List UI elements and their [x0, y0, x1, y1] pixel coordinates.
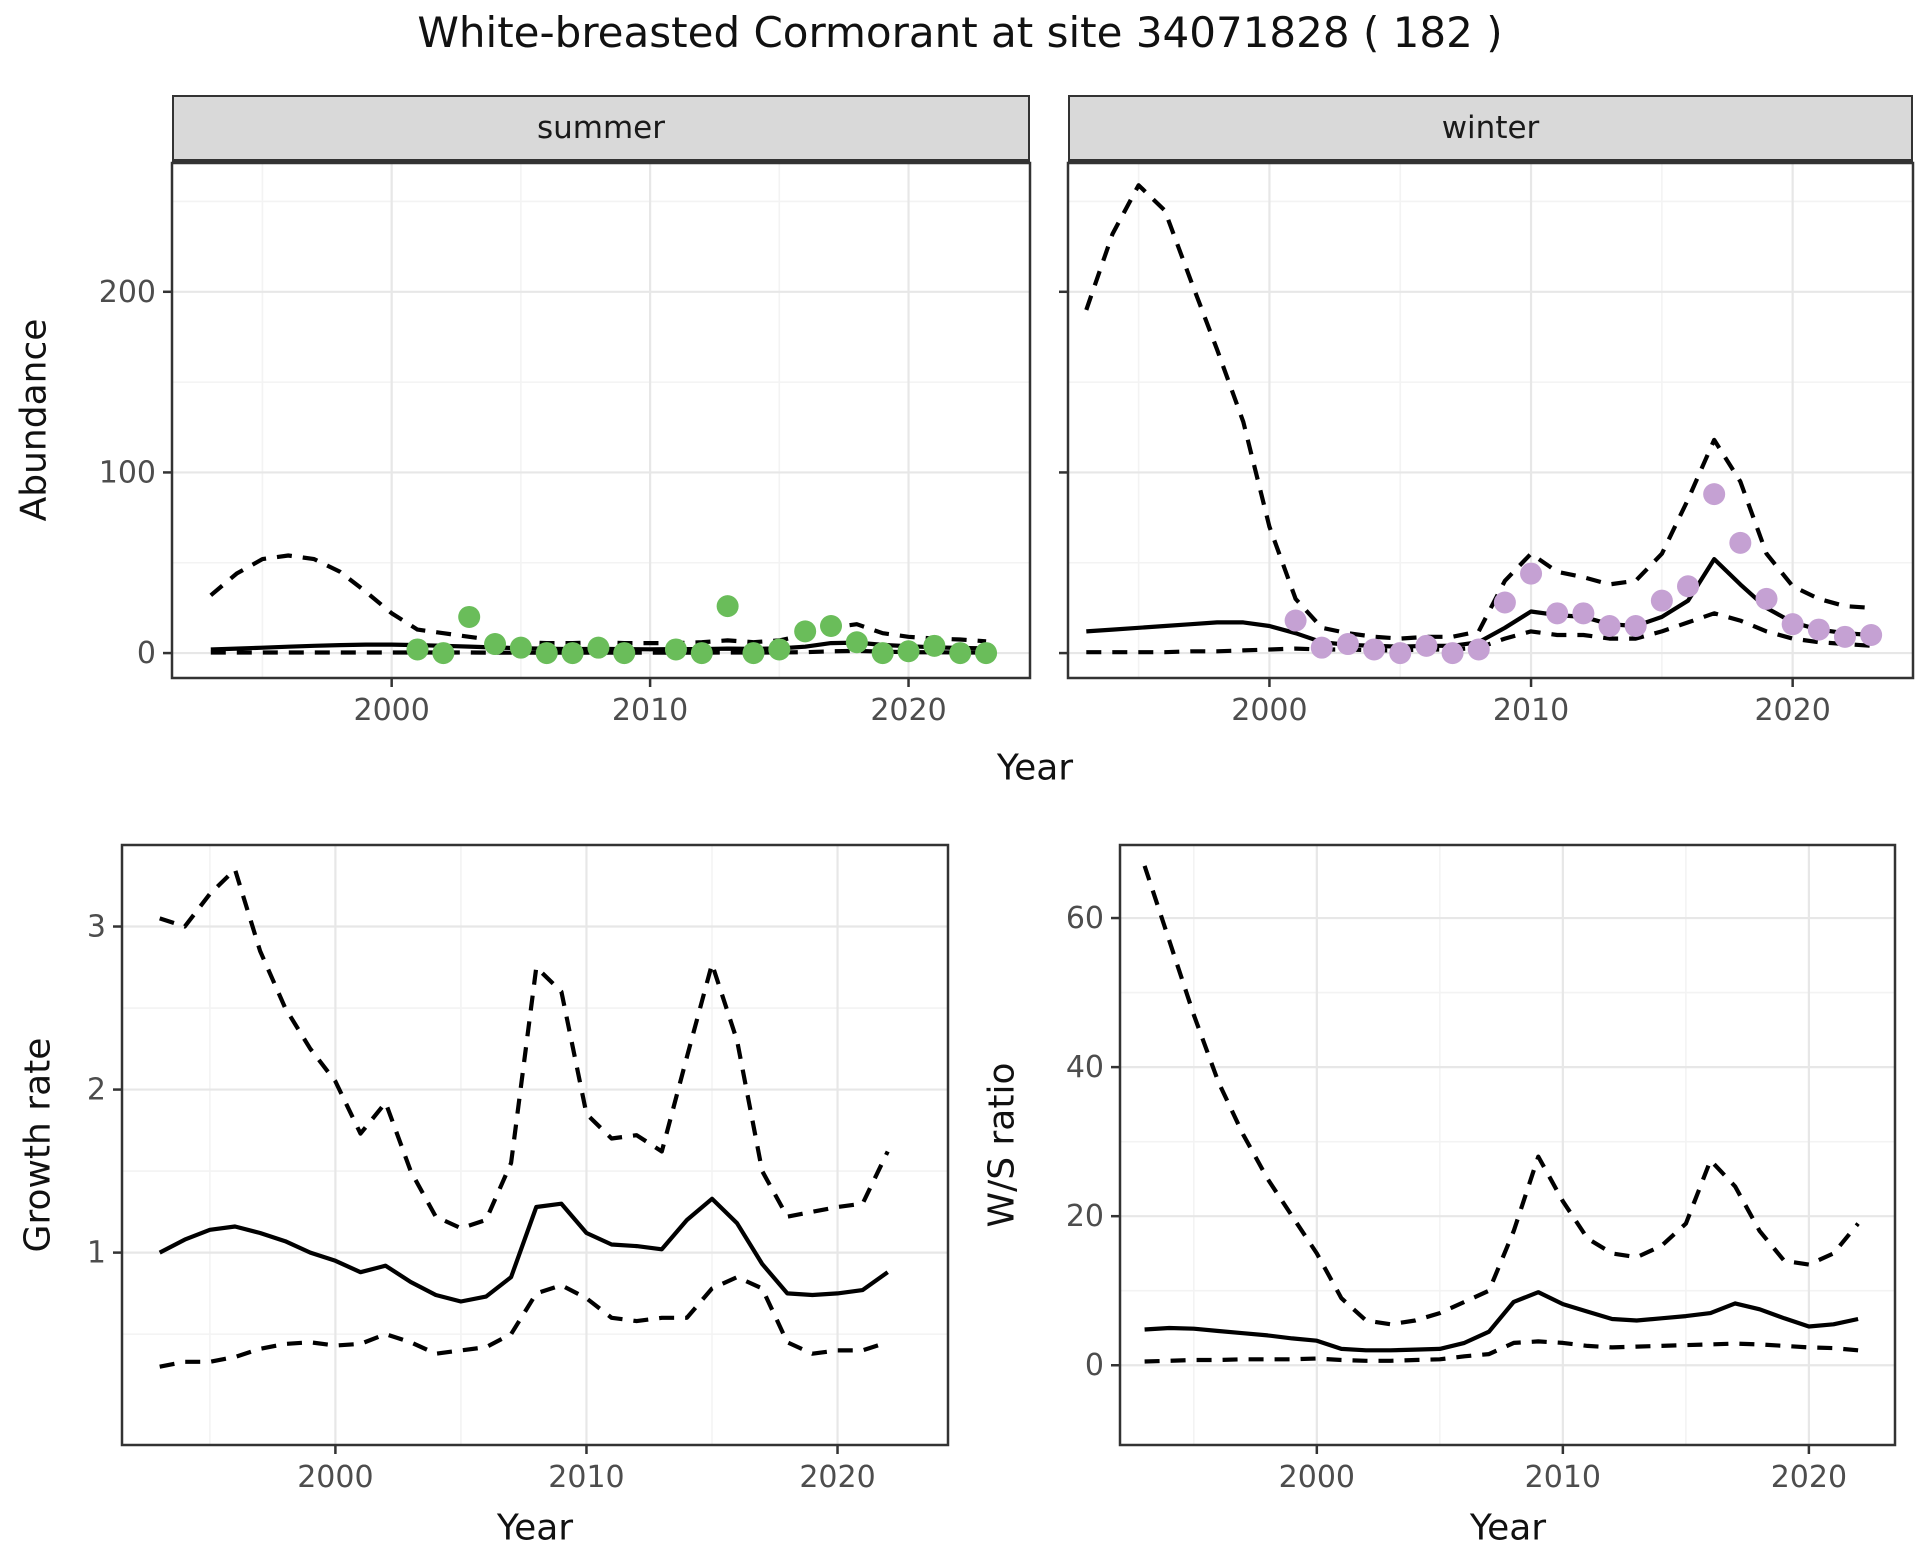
data-point-summer — [535, 642, 558, 665]
x-axis-title-year-bottom-left: Year — [496, 1507, 574, 1549]
x-tick-label: 2000 — [1231, 693, 1307, 728]
y-tick-label: 40 — [1066, 1050, 1104, 1085]
facet-strip-winter-label: winter — [1441, 110, 1540, 146]
panel-border — [170, 161, 1032, 680]
data-point-summer — [613, 642, 636, 665]
data-point-summer — [949, 642, 972, 665]
data-point-winter — [1363, 638, 1386, 661]
x-tick-label: 2020 — [1754, 693, 1830, 728]
x-tick-label: 2000 — [353, 693, 429, 728]
panel-background — [1068, 163, 1913, 678]
data-point-winter — [1755, 587, 1778, 610]
data-point-summer — [587, 636, 610, 659]
data-point-winter — [1310, 636, 1333, 659]
x-axis-title-year-bottom-right: Year — [1469, 1507, 1547, 1549]
data-point-summer — [820, 614, 843, 637]
figure-title: White-breasted Cormorant at site 3407182… — [417, 8, 1503, 57]
data-point-winter — [1520, 562, 1543, 585]
data-point-summer — [716, 595, 739, 618]
y-axis-title-abundance: Abundance — [13, 318, 55, 522]
upper_ci-line-growth_rate — [159, 867, 890, 1231]
x-axis-title-year-top: Year — [996, 747, 1074, 789]
y-axis-title-growth-rate: Growth rate — [17, 1037, 59, 1253]
data-point-summer — [923, 634, 946, 657]
data-point-winter — [1493, 591, 1516, 614]
panel-border — [1066, 161, 1915, 680]
data-point-winter — [1729, 531, 1752, 554]
y-tick-label: 0 — [1085, 1348, 1104, 1383]
data-point-winter — [1833, 625, 1856, 648]
x-tick-label: 2010 — [1493, 693, 1569, 728]
x-tick-label: 2010 — [612, 693, 688, 728]
x-tick-label: 2000 — [1279, 1460, 1355, 1495]
data-point-winter — [1650, 589, 1673, 612]
data-point-winter — [1415, 634, 1438, 657]
data-point-summer — [768, 638, 791, 661]
x-tick-label: 2020 — [870, 693, 946, 728]
data-point-winter — [1860, 624, 1883, 647]
panel-background — [1120, 845, 1895, 1445]
y-tick-label: 200 — [99, 275, 156, 310]
data-point-winter — [1677, 575, 1700, 598]
data-point-summer — [406, 638, 429, 661]
x-tick-label: 2010 — [548, 1460, 624, 1495]
data-point-summer — [871, 642, 894, 665]
data-point-winter — [1546, 602, 1569, 625]
panel-background — [172, 163, 1030, 678]
fit-line-growth_rate — [158, 1196, 889, 1304]
data-point-winter — [1336, 633, 1359, 656]
y-tick-label: 2 — [87, 1073, 106, 1108]
fit-line-ws_ratio — [1144, 1290, 1859, 1353]
data-point-winter — [1807, 618, 1830, 641]
y-axis-title-ws-ratio: W/S ratio — [981, 1062, 1023, 1228]
facet-strip-winter: winter — [1068, 95, 1913, 163]
panel-background — [122, 845, 948, 1445]
facet-strip-summer-label: summer — [536, 110, 665, 146]
data-point-summer — [742, 642, 765, 665]
y-tick-label: 100 — [99, 455, 156, 490]
data-point-winter — [1284, 609, 1307, 632]
data-point-summer — [484, 633, 507, 656]
data-point-summer — [561, 642, 584, 665]
data-point-winter — [1389, 642, 1412, 665]
panel-border — [1118, 843, 1897, 1447]
data-point-summer — [690, 642, 713, 665]
data-point-summer — [509, 636, 532, 659]
x-tick-label: 2020 — [1771, 1460, 1847, 1495]
data-point-winter — [1441, 642, 1464, 665]
data-point-summer — [458, 605, 481, 628]
data-point-winter — [1467, 638, 1490, 661]
x-tick-label: 2000 — [297, 1460, 373, 1495]
lower_ci-line-ws_ratio — [1144, 1339, 1859, 1364]
y-tick-label: 60 — [1066, 901, 1104, 936]
x-tick-label: 2010 — [1525, 1460, 1601, 1495]
y-tick-label: 1 — [87, 1236, 106, 1271]
data-point-winter — [1598, 614, 1621, 637]
y-tick-label: 20 — [1066, 1199, 1104, 1234]
data-point-summer — [897, 640, 920, 663]
data-point-summer — [794, 620, 817, 643]
panel-border — [120, 843, 950, 1447]
data-point-winter — [1624, 614, 1647, 637]
upper_ci-line-ws_ratio — [1142, 865, 1860, 1327]
y-tick-label: 3 — [87, 910, 106, 945]
data-point-summer — [664, 638, 687, 661]
facet-strip-summer: summer — [172, 95, 1030, 163]
data-point-summer — [432, 642, 455, 665]
upper_ci-line-winter — [1084, 183, 1872, 641]
lower_ci-line-growth_rate — [159, 1274, 889, 1369]
x-tick-label: 2020 — [799, 1460, 875, 1495]
data-point-winter — [1572, 602, 1595, 625]
data-point-winter — [1781, 613, 1804, 636]
data-point-winter — [1703, 483, 1726, 506]
data-point-summer — [845, 631, 868, 654]
y-tick-label: 0 — [137, 636, 156, 671]
data-point-summer — [975, 642, 998, 665]
